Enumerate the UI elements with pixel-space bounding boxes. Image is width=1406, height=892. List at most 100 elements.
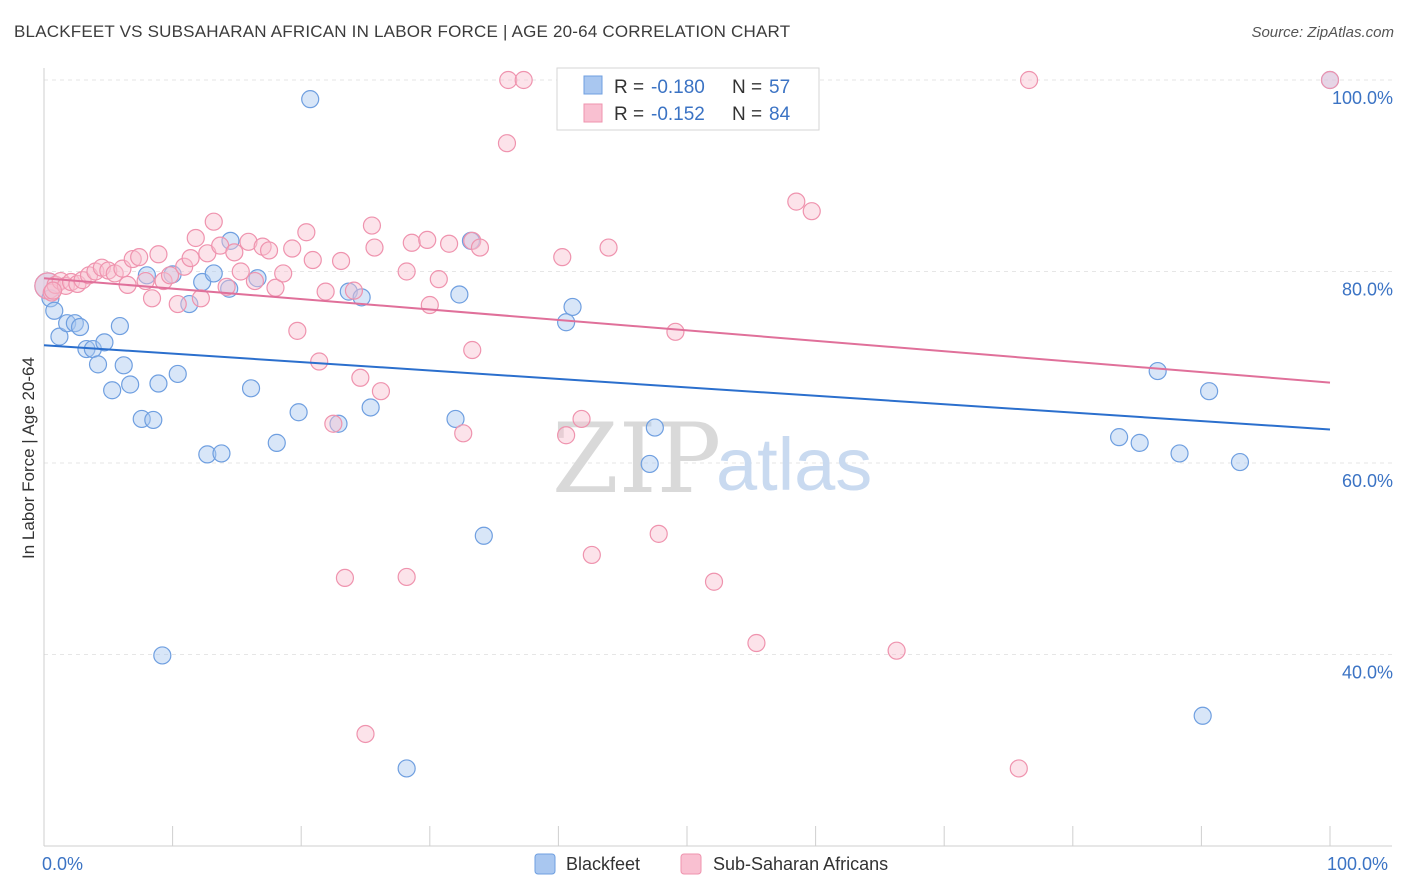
point-subsaharan-68 bbox=[557, 426, 576, 445]
point-blackfeet-3 bbox=[50, 327, 69, 346]
point-blackfeet-42 bbox=[474, 526, 493, 545]
point-subsaharan-42 bbox=[303, 250, 322, 270]
point-subsaharan-69 bbox=[553, 248, 572, 267]
point-subsaharan-78 bbox=[802, 202, 821, 221]
point-subsaharan-63 bbox=[470, 238, 490, 257]
point-subsaharan-45 bbox=[324, 414, 343, 433]
point-blackfeet-28 bbox=[221, 231, 240, 250]
point-subsaharan-67 bbox=[497, 134, 517, 153]
point-subsaharan-70 bbox=[572, 409, 591, 429]
point-subsaharan-19 bbox=[149, 245, 168, 264]
chart-source: Source: ZipAtlas.com bbox=[1251, 24, 1394, 41]
point-blackfeet-46 bbox=[640, 454, 659, 474]
point-blackfeet-24 bbox=[198, 445, 217, 464]
y-tick-labels: 100.0% 80.0% 60.0% 40.0% bbox=[1332, 88, 1393, 683]
point-subsaharan-72 bbox=[599, 238, 618, 257]
x-ticks bbox=[43, 826, 1331, 846]
trend-line-blackfeet bbox=[43, 344, 1331, 431]
point-subsaharan-24 bbox=[181, 248, 200, 268]
point-blackfeet-30 bbox=[248, 269, 267, 288]
point-subsaharan-54 bbox=[397, 262, 416, 281]
y-tick-label-1: 80.0% bbox=[1342, 280, 1393, 300]
point-subsaharan-53 bbox=[371, 382, 391, 401]
point-subsaharan-40 bbox=[288, 321, 307, 340]
stats-n-value-blackfeet: 57 bbox=[769, 77, 790, 98]
point-subsaharan-33 bbox=[239, 232, 258, 251]
point-blackfeet-32 bbox=[301, 90, 320, 109]
stats-n-label-subsaharan: N = bbox=[732, 104, 762, 125]
y-tick-label-0: 100.0% bbox=[1332, 88, 1393, 108]
point-subsaharan-79 bbox=[887, 641, 906, 660]
point-blackfeet-39 bbox=[446, 409, 465, 429]
point-blackfeet-29 bbox=[241, 379, 261, 398]
stats-r-label-blackfeet: R = bbox=[614, 77, 644, 98]
point-subsaharan-16 bbox=[130, 248, 149, 267]
point-blackfeet-34 bbox=[329, 414, 348, 433]
trend-lines bbox=[43, 277, 1331, 431]
point-subsaharan-32 bbox=[231, 262, 250, 281]
point-blackfeet-17 bbox=[144, 410, 163, 430]
legend-label-subsaharan[interactable]: Sub-Saharan Africans bbox=[713, 854, 888, 874]
point-blackfeet-25 bbox=[204, 264, 223, 283]
stats-swatch-subsaharan bbox=[583, 103, 603, 123]
point-blackfeet-49 bbox=[1109, 428, 1129, 447]
point-blackfeet-33 bbox=[289, 403, 308, 422]
watermark-zip: ZIP bbox=[552, 403, 721, 515]
point-subsaharan-50 bbox=[356, 724, 375, 744]
y-tick-label-3: 40.0% bbox=[1342, 663, 1393, 683]
point-subsaharan-73 bbox=[649, 524, 668, 543]
data-points bbox=[34, 70, 1340, 778]
watermark: ZIP atlas bbox=[552, 403, 872, 515]
point-blackfeet-40 bbox=[450, 285, 469, 304]
point-subsaharan-57 bbox=[418, 230, 437, 250]
point-subsaharan-48 bbox=[344, 281, 364, 300]
legend: Blackfeet Sub-Saharan Africans bbox=[534, 853, 888, 875]
point-blackfeet-13 bbox=[114, 356, 133, 375]
grid-lines bbox=[44, 79, 1392, 655]
stats-r-value-subsaharan: -0.152 bbox=[651, 104, 705, 125]
point-subsaharan-25 bbox=[186, 228, 205, 248]
point-blackfeet-2 bbox=[45, 301, 64, 320]
point-subsaharan-31 bbox=[225, 243, 244, 262]
point-blackfeet-55 bbox=[1230, 452, 1250, 472]
point-subsaharan-80 bbox=[1009, 759, 1028, 778]
point-subsaharan-44 bbox=[316, 282, 335, 301]
point-subsaharan-30 bbox=[217, 277, 236, 296]
point-subsaharan-83 bbox=[43, 281, 63, 300]
point-blackfeet-52 bbox=[1170, 444, 1189, 463]
point-blackfeet-44 bbox=[563, 297, 582, 317]
trend-line-subsaharan bbox=[43, 277, 1331, 384]
point-subsaharan-39 bbox=[283, 239, 302, 258]
point-subsaharan-18 bbox=[142, 289, 162, 308]
legend-swatch-blackfeet[interactable] bbox=[534, 853, 556, 875]
legend-label-blackfeet[interactable]: Blackfeet bbox=[566, 854, 640, 874]
point-subsaharan-51 bbox=[362, 216, 382, 235]
stats-box: R = -0.180 N = 57 R = -0.152 N = 84 bbox=[556, 67, 820, 131]
point-subsaharan-43 bbox=[310, 352, 329, 371]
point-blackfeet-10 bbox=[95, 333, 114, 352]
point-subsaharan-46 bbox=[331, 251, 351, 271]
point-subsaharan-65 bbox=[499, 70, 518, 90]
point-subsaharan-82 bbox=[1320, 70, 1340, 90]
point-subsaharan-71 bbox=[582, 545, 601, 565]
point-subsaharan-15 bbox=[123, 249, 142, 269]
point-blackfeet-12 bbox=[110, 316, 129, 336]
axes bbox=[43, 68, 1392, 847]
point-subsaharan-66 bbox=[514, 70, 533, 90]
point-subsaharan-77 bbox=[787, 192, 806, 211]
point-subsaharan-60 bbox=[439, 234, 459, 253]
point-blackfeet-43 bbox=[557, 313, 576, 332]
point-subsaharan-59 bbox=[429, 270, 448, 289]
point-blackfeet-6 bbox=[70, 317, 90, 337]
point-blackfeet-11 bbox=[103, 381, 122, 400]
x-tick-label-left: 0.0% bbox=[42, 854, 83, 874]
point-blackfeet-47 bbox=[645, 418, 664, 437]
legend-swatch-subsaharan[interactable] bbox=[680, 853, 702, 875]
point-subsaharan-34 bbox=[245, 271, 265, 291]
y-tick-label-2: 60.0% bbox=[1342, 471, 1393, 491]
point-subsaharan-56 bbox=[402, 233, 421, 252]
point-subsaharan-55 bbox=[397, 567, 416, 587]
point-blackfeet-16 bbox=[137, 266, 156, 285]
point-blackfeet-51 bbox=[1148, 361, 1167, 381]
point-blackfeet-38 bbox=[397, 759, 416, 778]
